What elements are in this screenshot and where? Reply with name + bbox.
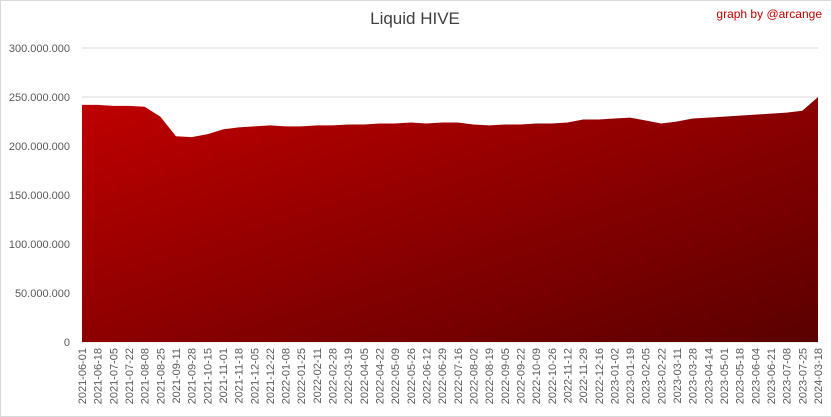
credit: graph by @arcange	[716, 7, 822, 21]
x-tick-label: 2021-06-18	[93, 348, 105, 404]
x-tick-label: 2023-02-22	[656, 348, 668, 404]
chart-title: Liquid HIVE	[370, 9, 460, 28]
x-tick-label: 2022-03-19	[343, 348, 355, 404]
x-tick-label: 2023-05-01	[719, 348, 731, 404]
x-tick-label: 2021-12-05	[249, 348, 261, 404]
x-tick-label: 2022-08-02	[468, 348, 480, 404]
x-tick-label: 2021-12-22	[265, 348, 277, 404]
x-tick-label: 2022-06-29	[437, 348, 449, 404]
x-tick-label: 2021-07-05	[108, 348, 120, 404]
x-tick-label: 2022-01-08	[281, 348, 293, 404]
x-tick-label: 2023-05-18	[735, 348, 747, 404]
x-tick-label: 2022-09-22	[515, 348, 527, 404]
y-tick-label: 250.000.000	[9, 92, 70, 104]
x-tick-label: 2021-10-15	[202, 348, 214, 404]
x-tick-label: 2023-01-19	[625, 348, 637, 404]
y-tick-label: 100.000.000	[9, 239, 70, 251]
x-tick-label: 2022-07-16	[453, 348, 465, 404]
x-tick-label: 2022-12-16	[594, 348, 606, 404]
x-tick-label: 2021-06-01	[77, 348, 89, 404]
x-tick-label: 2023-07-25	[797, 348, 809, 404]
x-tick-label: 2022-02-11	[312, 348, 324, 403]
x-tick-label: 2022-11-29	[578, 348, 590, 403]
x-tick-label: 2022-11-12	[562, 348, 574, 403]
x-tick-label: 2021-11-18	[234, 348, 246, 403]
x-tick-label: 2023-03-28	[688, 348, 700, 404]
x-tick-label: 2022-05-26	[406, 348, 418, 404]
x-tick-label: 2022-10-26	[547, 348, 559, 404]
x-tick-label: 2023-07-08	[782, 348, 794, 404]
x-tick-label: 2023-04-14	[703, 348, 715, 404]
x-tick-label: 2022-04-05	[359, 348, 371, 404]
area	[82, 97, 818, 342]
x-tick-label: 2023-02-05	[641, 348, 653, 404]
x-tick-label: 2022-01-25	[296, 348, 308, 404]
y-tick-label: 200.000.000	[9, 141, 70, 153]
x-tick-label: 2021-09-11	[171, 348, 183, 403]
x-tick-label: 2021-08-08	[140, 348, 152, 404]
x-tick-label: 2022-10-09	[531, 348, 543, 404]
x-tick-label: 2021-08-25	[155, 348, 167, 404]
x-tick-label: 2021-11-01	[218, 348, 230, 403]
x-tick-label: 2024-03-18	[813, 348, 825, 404]
y-tick-label: 0	[64, 337, 70, 349]
x-tick-label: 2023-06-21	[766, 348, 778, 404]
x-tick-label: 2021-09-28	[187, 348, 199, 404]
y-tick-label: 50.000.000	[15, 288, 70, 300]
x-tick-label: 2022-08-19	[484, 348, 496, 404]
x-tick-label: 2022-04-22	[375, 348, 387, 404]
x-tick-label: 2022-06-12	[422, 348, 434, 404]
x-tick-label: 2022-05-09	[390, 348, 402, 404]
x-tick-label: 2023-03-11	[672, 348, 684, 403]
x-tick-label: 2021-07-22	[124, 348, 136, 404]
x-tick-label: 2022-09-05	[500, 348, 512, 404]
y-tick-label: 300.000.000	[9, 43, 70, 55]
x-tick-label: 2023-06-04	[750, 348, 762, 404]
x-tick-label: 2022-02-28	[328, 348, 340, 404]
x-tick-label: 2023-01-02	[609, 348, 621, 404]
y-tick-label: 150.000.000	[9, 190, 70, 202]
